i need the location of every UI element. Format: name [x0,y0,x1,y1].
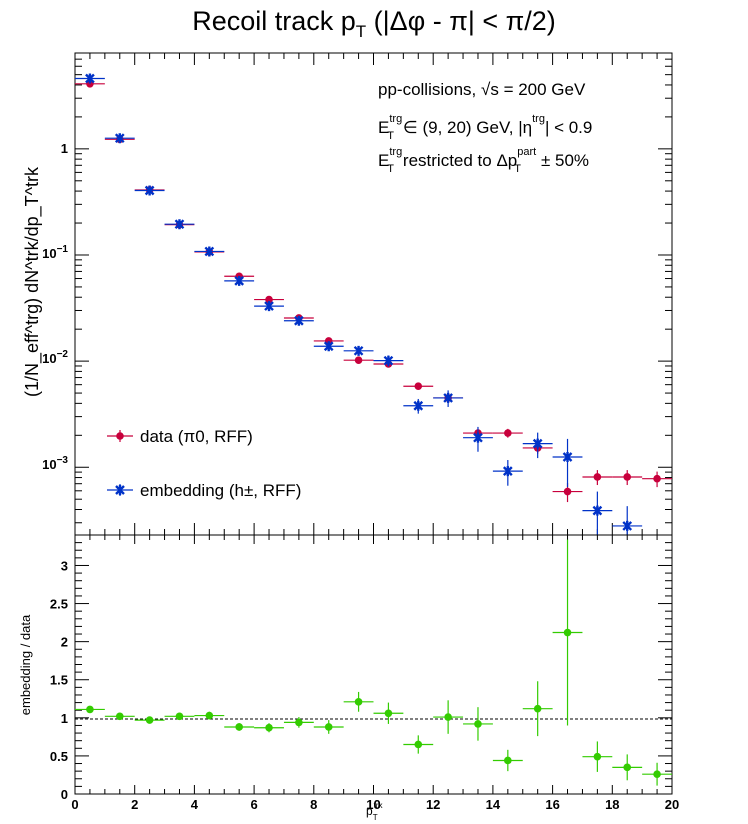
y-tick-label: 0.5 [50,749,68,764]
x-tick-label: 6 [250,797,257,812]
data-point [413,400,424,411]
data-point [502,466,513,477]
x-tick-label: 16 [545,797,559,812]
legend-entry-embedding: embedding (h±, RFF) [107,481,301,500]
data-point [444,713,452,721]
data-point [265,295,273,304]
data-point [144,185,155,196]
data-point [234,275,245,286]
legend: data (π0, RFF) embedding (h±, RFF) [107,427,301,500]
y-tick-label: 1.5 [50,673,68,688]
data-point [504,756,512,765]
data-point [563,628,572,637]
data-point [353,345,364,356]
data-point [623,473,632,481]
data-point [295,718,303,727]
y-tick-label: 3 [61,558,68,573]
data-point [265,723,273,732]
top-series-embedding [75,73,643,535]
x-tick-label: 2 [131,797,138,812]
data-point [205,711,214,720]
y-tick-labels: 1 10−1 10−2 10−3 [42,141,68,472]
top-panel: 1 10−1 10−2 10−3 (1/N_eff^trg) dN^trk/dp… [22,52,673,536]
data-point [653,474,661,483]
data-point [623,763,632,772]
legend-label-embedding: embedding (h±, RFF) [140,481,301,500]
x-tick-label: 10 [366,797,380,812]
data-point [593,752,602,761]
bottom-y-axis-label: embedding / data [18,614,33,715]
bottom-ticks [74,535,673,795]
legend-label-data: data (π0, RFF) [140,427,253,446]
legend-entry-data: data (π0, RFF) [107,427,253,446]
data-point [145,716,154,724]
data-point [85,73,95,84]
data-point [264,301,274,312]
data-point [653,770,661,778]
data-point [562,451,573,462]
data-point [204,246,215,257]
top-y-axis-label: (1/N_eff^trg) dN^trk/dp_T^trk [22,166,43,397]
y-tick-label-1e-1: 10−1 [42,244,68,261]
y-tick-label: 2.5 [50,597,68,612]
x-tick-label: 12 [426,797,440,812]
data-point [414,740,423,749]
data-point [235,723,243,731]
data-point [323,341,334,352]
data-point [593,473,602,481]
data-point [86,705,94,714]
annotation-line-1: pp-collisions, √s = 200 GeV [378,80,586,99]
x-tick-label: 0 [71,797,78,812]
bottom-tick-labels: 0 2 4 6 8 10 12 14 16 18 20 0 0.5 1 1.5 2 2.5 3 [50,558,679,812]
data-point [384,709,393,718]
x-tick-label: 18 [605,797,619,812]
bottom-plot-frame [74,534,673,795]
data-point [294,315,304,326]
bottom-panel: 0 2 4 6 8 10 12 14 16 18 20 0 0.5 1 1.5 2 2.5 3 embedding… [18,534,679,822]
x-tick-label: 8 [310,797,317,812]
data-point [622,520,633,531]
data-point [115,712,124,721]
ratio-series [75,539,672,786]
data-point [532,438,543,449]
chart-title: Recoil track pT (|Δφ - π| < π/2) [192,6,556,41]
data-point [354,698,363,706]
annotation-line-2: Etrg T ∈ (9, 20) GeV, |ηtrg| < 0.9 [378,113,592,142]
x-tick-label: 4 [191,797,199,812]
x-axis-label: pTtrk [366,801,383,822]
data-point [474,720,482,728]
data-point [354,356,363,365]
annotation-block: pp-collisions, √s = 200 GeV Etrg T ∈ (9, 2… [378,80,592,175]
data-point [443,392,453,403]
data-point [533,704,542,713]
data-point [563,487,572,496]
y-tick-label: 1 [61,711,68,726]
data-point [414,382,423,391]
data-point [473,432,483,443]
x-tick-label: 14 [486,797,501,812]
x-tick-label: 20 [665,797,679,812]
y-tick-label-1: 1 [61,141,68,156]
data-point [324,723,333,731]
top-ticks [74,52,673,535]
data-point [592,505,603,516]
data-point [114,133,125,144]
y-tick-label: 2 [61,635,68,650]
y-tick-label: 0 [61,787,68,802]
y-tick-label-1e-2: 10−2 [42,349,68,366]
y-tick-label-1e-3: 10−3 [42,455,68,472]
data-point [174,219,185,230]
data-point [175,712,184,721]
data-point [383,355,394,366]
data-point [504,429,512,437]
